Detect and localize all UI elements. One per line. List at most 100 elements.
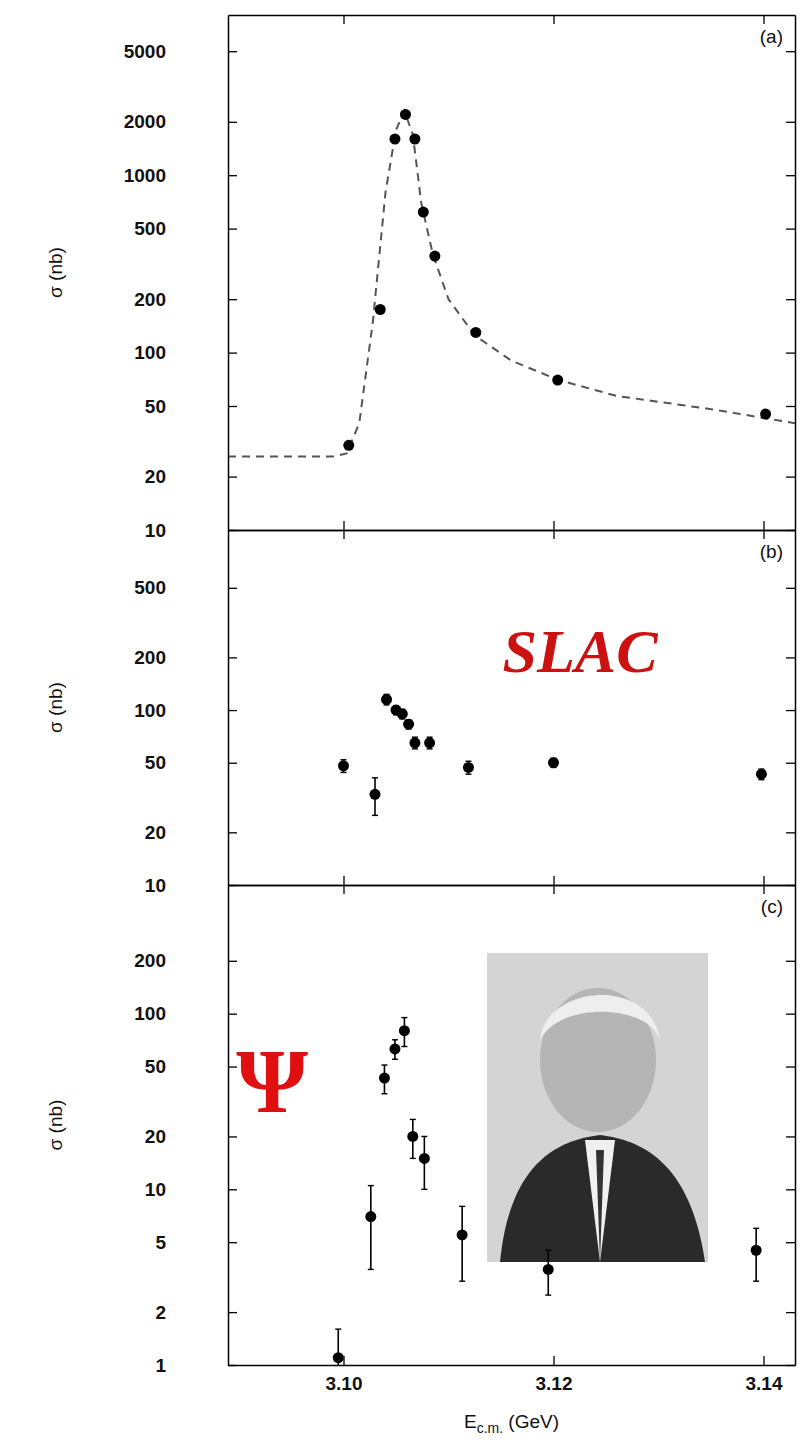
tick: 3.12	[536, 1356, 573, 1394]
photo-tie	[596, 1150, 604, 1262]
tick-label: 1000	[124, 165, 166, 186]
tick-mark	[343, 876, 344, 885]
tick-mark	[786, 1242, 795, 1243]
tick-mark	[228, 406, 237, 407]
data-point	[409, 737, 420, 748]
tick-mark	[786, 476, 795, 477]
tick	[786, 1189, 795, 1190]
tick	[786, 832, 795, 833]
tick: 2	[155, 1302, 237, 1323]
error-bar-cap	[421, 1189, 427, 1190]
tick	[786, 1014, 795, 1015]
tick-mark	[343, 1356, 344, 1365]
x-axis-top	[229, 885, 796, 894]
y-axis-title: σ (nb)	[45, 1100, 66, 1151]
tick: 2000	[124, 111, 237, 132]
tick-label: 200	[134, 647, 166, 668]
error-bar-cap	[368, 1269, 374, 1270]
plot-area	[338, 694, 767, 815]
x-axis	[229, 521, 796, 531]
data-point	[552, 375, 563, 386]
x-axis-top-line	[229, 885, 796, 887]
x-axis	[229, 876, 796, 886]
fit-line	[228, 111, 795, 456]
error-bar-cap	[459, 1280, 465, 1281]
tick-mark	[553, 521, 554, 530]
error-bar-cap	[341, 759, 347, 760]
tick-mark	[553, 530, 554, 539]
tick	[764, 521, 765, 530]
tick	[786, 1312, 795, 1313]
x-axis: 3.103.123.14	[229, 1356, 796, 1394]
tick-label: 5000	[124, 41, 166, 62]
tick-mark	[228, 763, 237, 764]
tick-mark	[228, 299, 237, 300]
tick	[344, 15, 345, 24]
data-point	[370, 789, 381, 800]
error-bar-cap	[753, 1228, 759, 1229]
tick	[786, 763, 795, 764]
tick: 20	[145, 822, 237, 843]
data-point	[407, 1131, 418, 1142]
tick-mark	[228, 710, 237, 711]
tick-label: 10	[145, 1179, 166, 1200]
data-point	[463, 762, 474, 773]
tick-mark	[763, 876, 764, 885]
tick-mark	[228, 1014, 237, 1015]
x-axis-line	[229, 530, 796, 532]
error-bar-cap	[401, 1017, 407, 1018]
tick-mark	[343, 530, 344, 539]
data-point	[751, 1245, 762, 1256]
tick: 50	[145, 396, 237, 417]
error-bar-cap	[368, 1185, 374, 1186]
tick-label: 2000	[124, 111, 166, 132]
tick	[786, 657, 795, 658]
tick	[764, 876, 765, 885]
tick: 3.14	[746, 1356, 783, 1394]
tick: 200	[134, 289, 237, 310]
tick-mark	[553, 15, 554, 24]
data-point	[403, 719, 414, 730]
tick	[344, 521, 345, 530]
data-point	[338, 760, 349, 771]
data-point	[543, 1264, 554, 1275]
tick-label: 3.14	[746, 1373, 783, 1394]
tick-mark	[228, 961, 237, 962]
tick: 200	[134, 950, 237, 971]
tick-mark	[228, 228, 237, 229]
tick-label: 3.12	[536, 1373, 573, 1394]
tick-mark	[763, 530, 764, 539]
data-point	[381, 694, 392, 705]
tick-mark	[228, 175, 237, 176]
y-axis-line	[228, 16, 230, 531]
tick-label: 50	[145, 752, 166, 773]
tick: 50	[145, 752, 237, 773]
tick	[786, 299, 795, 300]
error-bar-cap	[465, 761, 471, 762]
y-axis-right	[786, 16, 796, 531]
data-point	[419, 1153, 430, 1164]
tick-mark	[786, 1066, 795, 1067]
y-axis: 102050100200500100020005000	[124, 16, 237, 541]
x-axis-line	[229, 885, 796, 887]
data-point	[424, 737, 435, 748]
x-axis-top	[229, 15, 796, 24]
tick: 20	[145, 466, 237, 487]
data-point	[379, 1073, 390, 1084]
data-point	[400, 109, 411, 120]
photo-suit	[500, 1135, 705, 1262]
tick-label: 10	[145, 520, 166, 541]
plot-area	[333, 1018, 762, 1365]
error-bar-cap	[381, 1093, 387, 1094]
tick	[554, 885, 555, 894]
tick	[344, 876, 345, 885]
y-axis: 102050100200500	[134, 531, 237, 896]
tick-mark	[786, 1189, 795, 1190]
tick-mark	[228, 51, 237, 52]
panel: 1251020501002003.103.123.14(c)σ (nb)Ec.m…	[45, 885, 796, 1436]
tick-mark	[786, 406, 795, 407]
tick	[764, 530, 765, 539]
tick	[786, 1067, 795, 1068]
data-point	[389, 1043, 400, 1054]
tick: 100	[134, 342, 237, 363]
